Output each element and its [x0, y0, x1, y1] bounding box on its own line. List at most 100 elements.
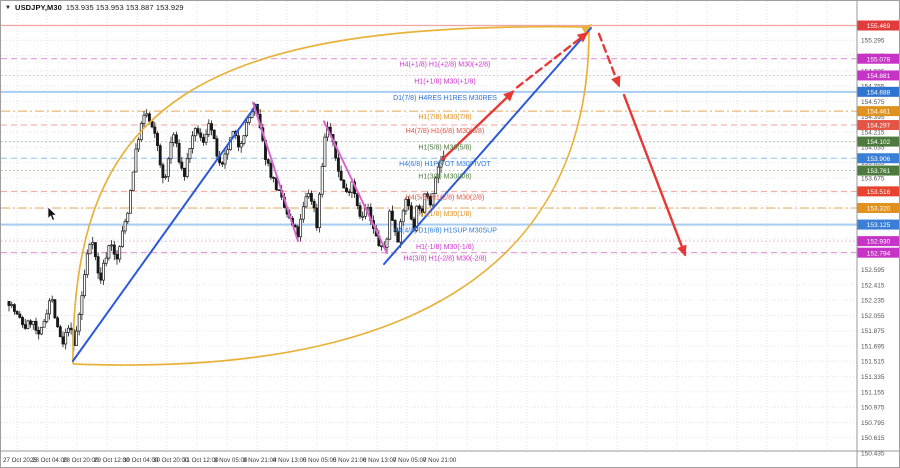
candle-body	[358, 205, 362, 217]
level-annotation: H1(3/8) M30(3/8)	[418, 174, 471, 181]
candle-body	[223, 153, 227, 165]
candle-body	[134, 148, 138, 173]
candle-body	[158, 145, 162, 166]
price-badge-bg	[857, 203, 899, 214]
price-badge-value: 152.930	[867, 239, 891, 246]
level-annotation: H4(+1/8) H1(+2/8) M30(+2/8)	[400, 62, 491, 69]
candle-body	[161, 164, 165, 178]
blue-trendline-2[interactable]	[383, 26, 592, 266]
time-axis-label: 5 Nov 05:00	[303, 457, 337, 464]
candle-body	[315, 207, 319, 229]
candle-body	[150, 120, 154, 128]
candle-body	[34, 320, 38, 331]
price-axis-label: 150.975	[861, 405, 885, 412]
candle-body	[388, 210, 392, 240]
candle-body	[45, 313, 49, 322]
candle-body	[12, 304, 16, 312]
time-axis-label: 3 Nov 05:00	[214, 457, 248, 464]
candle-body	[423, 193, 427, 213]
collapse-chart-icon[interactable]: ▼	[5, 4, 12, 11]
arc-upper[interactable]	[72, 25, 590, 365]
time-axis-bg[interactable]	[1, 451, 857, 468]
candle-body	[102, 262, 105, 281]
red-arrow-up-dashed[interactable]	[515, 31, 589, 89]
candle-body	[153, 126, 157, 134]
price-badge: 153.125	[857, 219, 899, 230]
grid-layer	[1, 1, 857, 451]
level-annotation: H4(5/8) H1(2/8) M30(2/8)	[406, 194, 485, 201]
price-badge-bg	[857, 136, 899, 147]
magenta-trendline-2[interactable]	[323, 120, 388, 255]
candle-body	[183, 167, 186, 177]
red-arrow-up-solid[interactable]	[441, 90, 515, 160]
candle-body	[212, 129, 216, 140]
level-annotation: H4(3/8) H1(-2/8) M30(-2/8)	[403, 256, 486, 263]
price-axis[interactable]: 150.435 150.615 150.795 150.975 151.155 151.3…	[857, 20, 900, 458]
time-axis-label: 5 Nov 21:00	[333, 457, 367, 464]
candle-body	[123, 221, 127, 232]
candle-body	[93, 242, 97, 257]
candle-body	[301, 206, 305, 220]
price-badge-value: 154.881	[867, 73, 891, 80]
price-axis-label: 152.235	[861, 298, 885, 305]
candle-body	[193, 128, 197, 137]
price-axis-label: 152.595	[861, 267, 885, 274]
price-badge-bg	[857, 53, 899, 64]
candle-body	[196, 128, 200, 134]
price-axis-label: 154.395	[861, 114, 885, 121]
candle-body	[342, 179, 346, 189]
red-arrow-down-solid[interactable]	[622, 93, 687, 257]
candle-body	[191, 135, 195, 149]
candle-body	[166, 158, 170, 177]
blue-trendline-1[interactable]	[72, 104, 257, 362]
candle-body	[99, 272, 103, 281]
price-badge: 155.078	[857, 53, 899, 64]
price-badge-value: 154.688	[867, 89, 891, 96]
candle-body	[404, 199, 408, 212]
magenta-trendline-1[interactable]	[252, 101, 299, 243]
candle-body	[417, 205, 421, 210]
candle-body	[96, 256, 100, 274]
candle-body	[274, 177, 278, 191]
candle-body	[85, 253, 89, 275]
candle-body	[10, 304, 14, 306]
candle-body	[42, 321, 46, 328]
candle-body	[147, 113, 151, 122]
candle-body	[439, 159, 443, 168]
candle-body	[188, 148, 192, 160]
candle-body	[204, 133, 208, 143]
candle-body	[110, 244, 114, 247]
candle-body	[66, 327, 70, 333]
candle-body	[239, 143, 243, 148]
candle-body	[120, 230, 124, 248]
price-badge-bg	[857, 165, 899, 176]
price-badge: 154.297	[857, 120, 899, 131]
candle-body	[118, 246, 122, 260]
candle-body	[18, 313, 22, 318]
candle-body	[77, 313, 81, 332]
candle-body	[164, 176, 168, 178]
candle-body	[215, 138, 219, 157]
candle-body	[323, 136, 327, 167]
level-annotation: H1(7/8) M30(7/8)	[418, 114, 471, 121]
price-axis-label: 151.335	[861, 374, 885, 381]
candle-body	[53, 299, 57, 319]
candle-body	[242, 135, 246, 144]
candle-body	[115, 253, 119, 260]
candle-body	[426, 193, 429, 197]
candle-body	[75, 330, 78, 346]
candle-body	[69, 327, 73, 331]
candle-body	[104, 257, 108, 264]
arc-lower[interactable]	[72, 26, 590, 366]
price-badge-value: 153.125	[867, 222, 891, 229]
red-arrow-down-dashed[interactable]	[597, 32, 621, 88]
price-axis-label: 151.875	[861, 328, 885, 335]
candle-body	[355, 193, 359, 206]
envelope-arcs	[72, 24, 592, 366]
price-badge-bg	[857, 70, 899, 81]
candle-body	[61, 336, 65, 345]
price-badge: 154.688	[857, 86, 899, 97]
price-axis-label: 152.415	[861, 282, 885, 289]
